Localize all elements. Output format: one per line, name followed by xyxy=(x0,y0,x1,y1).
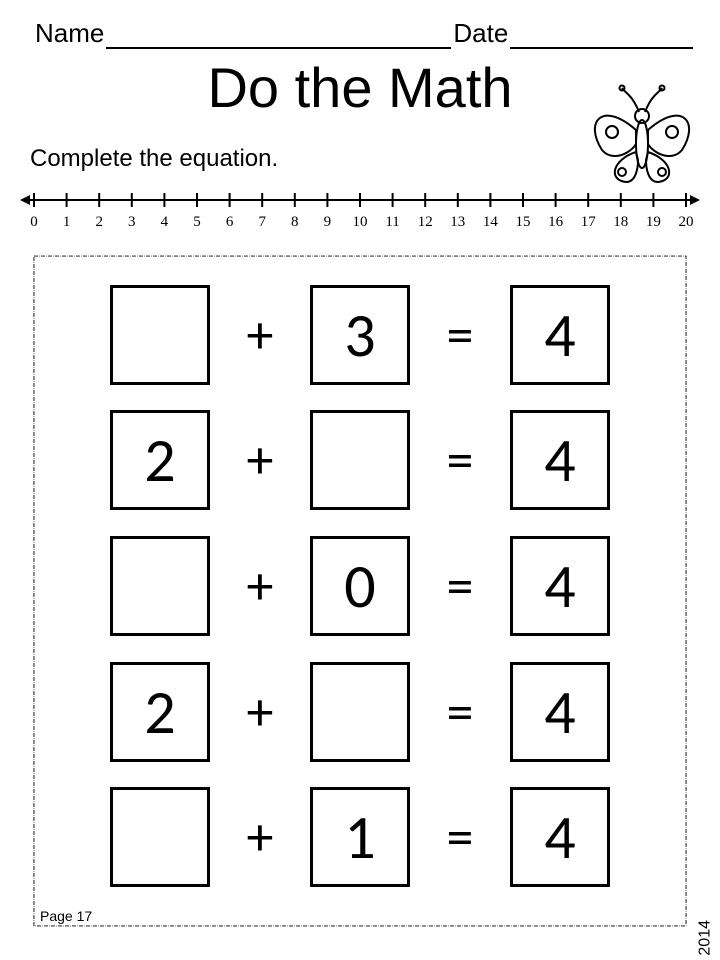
copyright-text: © Sherry Clements 2014 xyxy=(696,920,714,960)
equals-operator: = xyxy=(438,553,482,619)
svg-text:17: 17 xyxy=(581,214,597,230)
date-blank[interactable] xyxy=(510,23,693,49)
header-line: Name Date xyxy=(35,18,695,49)
equation-row: +0 = 4 xyxy=(110,536,610,636)
svg-text:14: 14 xyxy=(483,214,499,230)
number-line: 01234567891011121314151617181920 xyxy=(20,180,700,240)
svg-text:2: 2 xyxy=(95,214,103,230)
svg-text:0: 0 xyxy=(30,214,38,230)
number-box: 4 xyxy=(510,787,610,887)
number-box: 4 xyxy=(510,536,610,636)
plus-operator: + xyxy=(238,804,282,870)
svg-text:6: 6 xyxy=(226,214,234,230)
svg-text:18: 18 xyxy=(613,214,628,230)
svg-text:11: 11 xyxy=(385,214,399,230)
number-box: 4 xyxy=(510,285,610,385)
equation-row: +3 = 4 xyxy=(110,285,610,385)
plus-operator: + xyxy=(238,302,282,368)
equation-row: 2 + = 4 xyxy=(110,662,610,762)
number-box: 3 xyxy=(310,285,410,385)
number-box: 0 xyxy=(310,536,410,636)
equals-operator: = xyxy=(438,804,482,870)
equals-operator: = xyxy=(438,679,482,745)
equation-row: +1 = 4 xyxy=(110,787,610,887)
answer-box[interactable] xyxy=(310,662,410,762)
equals-operator: = xyxy=(438,427,482,493)
butterfly-icon xyxy=(582,82,702,192)
answer-box[interactable] xyxy=(110,536,210,636)
svg-text:9: 9 xyxy=(324,214,332,230)
date-label: Date xyxy=(453,18,508,49)
name-label: Name xyxy=(35,18,104,49)
svg-text:12: 12 xyxy=(418,214,433,230)
answer-box[interactable] xyxy=(110,787,210,887)
answer-box[interactable] xyxy=(110,285,210,385)
svg-text:7: 7 xyxy=(258,214,266,230)
svg-text:20: 20 xyxy=(679,214,694,230)
page-number: Page 17 xyxy=(40,908,92,924)
svg-text:15: 15 xyxy=(516,214,531,230)
svg-text:13: 13 xyxy=(450,214,465,230)
svg-text:8: 8 xyxy=(291,214,299,230)
svg-text:1: 1 xyxy=(63,214,71,230)
equation-list: +3 = 4 2 + = 4 +0 = 4 2 + = 4 +1 = 4 xyxy=(30,272,690,900)
number-box: 2 xyxy=(110,410,210,510)
svg-text:19: 19 xyxy=(646,214,661,230)
svg-text:16: 16 xyxy=(548,214,564,230)
svg-text:10: 10 xyxy=(353,214,368,230)
number-box: 2 xyxy=(110,662,210,762)
number-box: 4 xyxy=(510,410,610,510)
plus-operator: + xyxy=(238,679,282,745)
instruction-text: Complete the equation. xyxy=(30,145,278,173)
number-box: 4 xyxy=(510,662,610,762)
svg-text:4: 4 xyxy=(161,214,169,230)
plus-operator: + xyxy=(238,427,282,493)
svg-text:5: 5 xyxy=(193,214,201,230)
worksheet-page: Name Date Do the Math Complete the equat… xyxy=(0,0,720,960)
plus-operator: + xyxy=(238,553,282,619)
name-blank[interactable] xyxy=(106,23,451,49)
answer-box[interactable] xyxy=(310,410,410,510)
equals-operator: = xyxy=(438,302,482,368)
number-box: 1 xyxy=(310,787,410,887)
equation-row: 2 + = 4 xyxy=(110,410,610,510)
svg-text:3: 3 xyxy=(128,214,136,230)
